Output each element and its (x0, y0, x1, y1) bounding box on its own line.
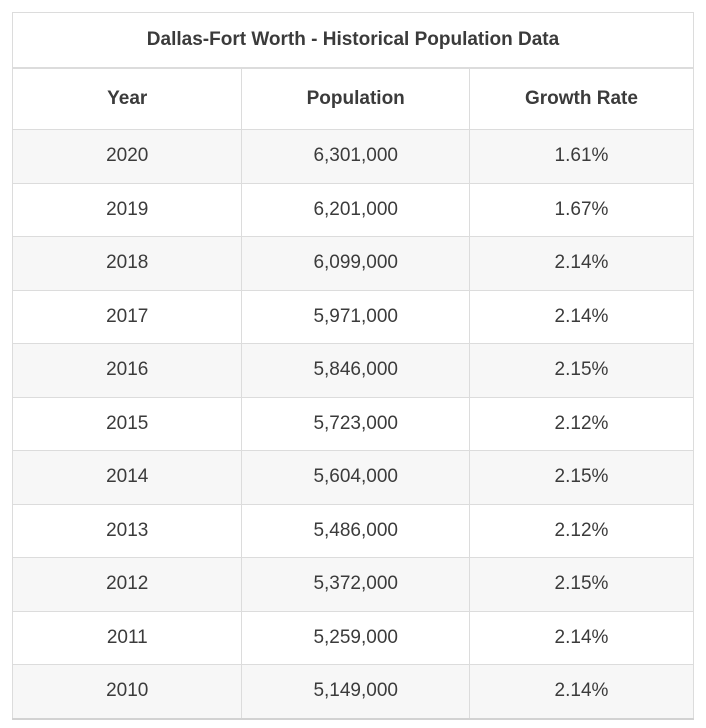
population-cell: 6,099,000 (241, 236, 470, 291)
population-cell: 6,301,000 (241, 129, 470, 184)
table-body: 2020 6,301,000 1.61% 2019 6,201,000 1.67% 2018… (11, 129, 695, 720)
table-row: 2010 5,149,000 2.14% (11, 664, 695, 720)
table-title: Dallas-Fort Worth - Historical Populatio… (12, 12, 694, 69)
population-cell: 5,604,000 (241, 450, 470, 505)
growth-rate-cell: 2.15% (468, 343, 695, 398)
year-cell: 2019 (11, 182, 243, 237)
growth-rate-cell: 2.14% (468, 610, 695, 665)
population-cell: 5,846,000 (241, 343, 470, 398)
growth-rate-cell: 2.14% (468, 236, 695, 291)
year-cell: 2018 (11, 236, 243, 291)
growth-rate-cell: 2.15% (468, 450, 695, 505)
growth-rate-cell: 2.12% (468, 503, 695, 558)
population-cell: 5,149,000 (241, 664, 470, 720)
population-cell: 5,723,000 (241, 396, 470, 451)
table-title-row: Dallas-Fort Worth - Historical Populatio… (12, 12, 694, 69)
population-cell: 5,486,000 (241, 503, 470, 558)
year-cell: 2011 (11, 610, 243, 665)
population-cell: 5,259,000 (241, 610, 470, 665)
growth-rate-cell: 2.14% (468, 289, 695, 344)
table-row: 2018 6,099,000 2.14% (11, 236, 695, 291)
growth-rate-cell: 1.67% (468, 182, 695, 237)
table-header-row: Year Population Growth Rate (11, 67, 695, 130)
growth-rate-cell: 2.12% (468, 396, 695, 451)
year-cell: 2012 (11, 557, 243, 612)
year-cell: 2010 (11, 664, 243, 720)
table-row: 2012 5,372,000 2.15% (11, 557, 695, 612)
population-cell: 5,971,000 (241, 289, 470, 344)
column-header-year: Year (11, 67, 243, 130)
table-row: 2015 5,723,000 2.12% (11, 396, 695, 451)
population-table: Dallas-Fort Worth - Historical Populatio… (11, 12, 695, 720)
table-row: 2011 5,259,000 2.14% (11, 610, 695, 665)
year-cell: 2015 (11, 396, 243, 451)
table-row: 2020 6,301,000 1.61% (11, 129, 695, 184)
year-cell: 2017 (11, 289, 243, 344)
population-cell: 5,372,000 (241, 557, 470, 612)
growth-rate-cell: 1.61% (468, 129, 695, 184)
year-cell: 2016 (11, 343, 243, 398)
growth-rate-cell: 2.15% (468, 557, 695, 612)
year-cell: 2014 (11, 450, 243, 505)
table-row: 2016 5,846,000 2.15% (11, 343, 695, 398)
growth-rate-cell: 2.14% (468, 664, 695, 720)
table-row: 2019 6,201,000 1.67% (11, 182, 695, 237)
column-header-population: Population (241, 67, 470, 130)
year-cell: 2013 (11, 503, 243, 558)
population-cell: 6,201,000 (241, 182, 470, 237)
year-cell: 2020 (11, 129, 243, 184)
table-row: 2014 5,604,000 2.15% (11, 450, 695, 505)
column-header-growth-rate: Growth Rate (468, 67, 695, 130)
table-row: 2017 5,971,000 2.14% (11, 289, 695, 344)
table-row: 2013 5,486,000 2.12% (11, 503, 695, 558)
